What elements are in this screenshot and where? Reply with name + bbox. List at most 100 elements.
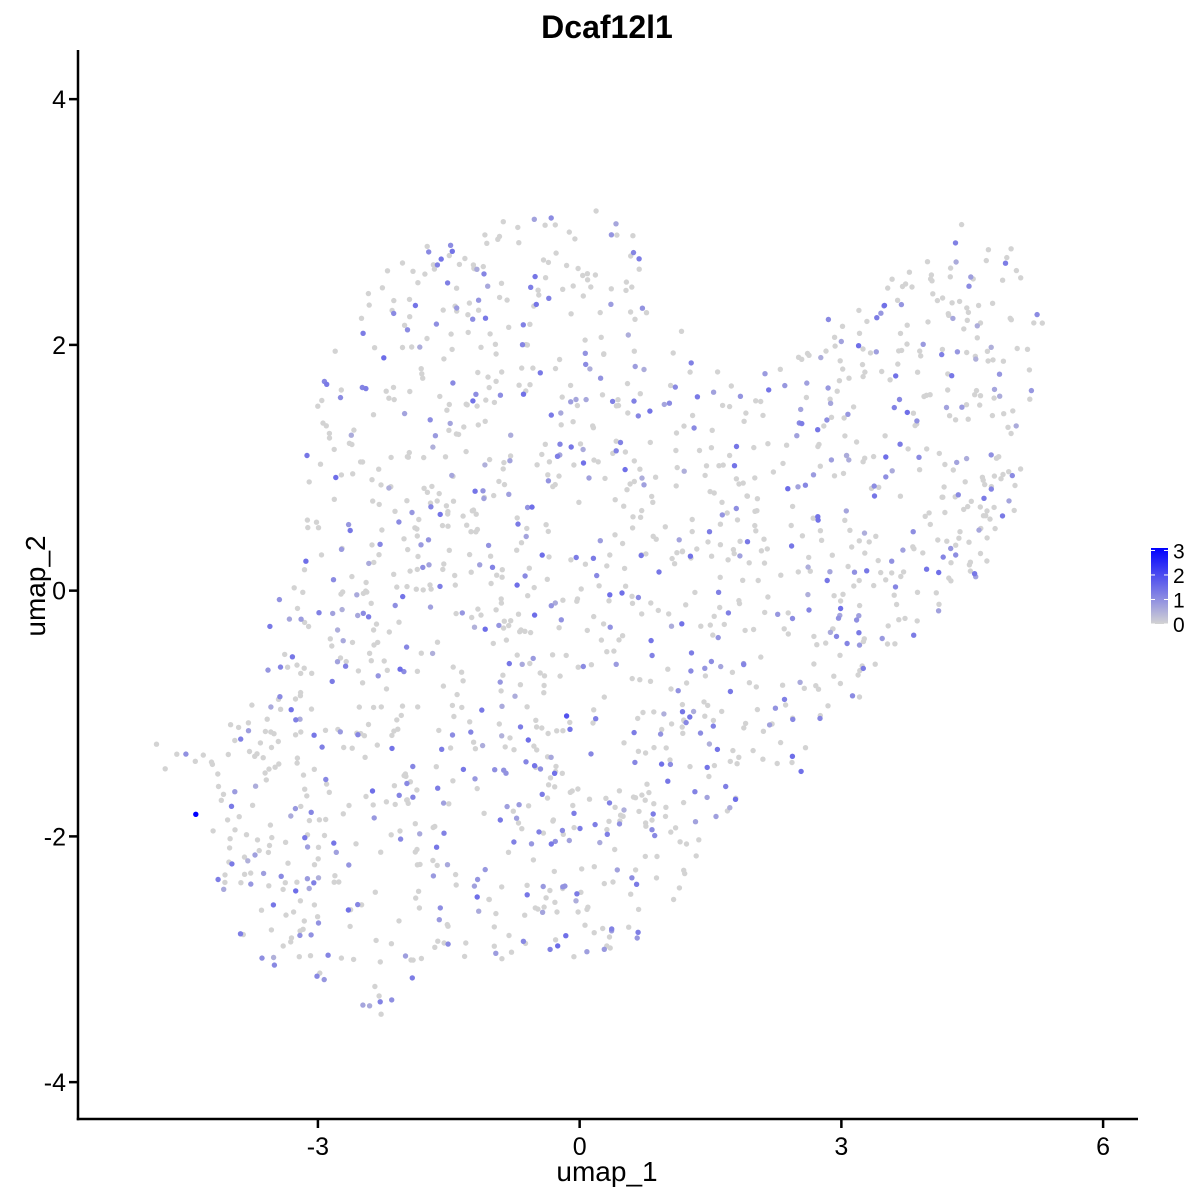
data-point xyxy=(715,589,722,595)
data-point xyxy=(611,648,617,654)
data-point xyxy=(384,667,390,673)
data-point xyxy=(218,797,224,803)
data-point xyxy=(501,459,507,466)
data-point xyxy=(650,533,656,539)
data-point xyxy=(542,441,548,447)
data-point xyxy=(222,879,228,886)
data-point xyxy=(856,642,863,648)
data-point xyxy=(973,387,980,394)
data-point xyxy=(673,430,680,436)
data-point xyxy=(940,494,946,500)
data-point xyxy=(635,906,642,913)
data-point xyxy=(923,566,930,572)
data-point xyxy=(591,930,597,936)
data-point xyxy=(631,398,637,404)
data-point xyxy=(445,941,451,947)
data-point xyxy=(825,385,831,391)
data-point xyxy=(504,297,510,303)
data-point xyxy=(900,547,906,553)
data-point xyxy=(610,879,616,885)
data-point xyxy=(856,330,863,336)
data-point xyxy=(266,842,273,849)
data-point xyxy=(775,611,781,617)
data-point xyxy=(347,527,353,534)
data-point xyxy=(492,341,499,347)
data-point xyxy=(774,760,780,767)
data-point xyxy=(649,493,655,500)
data-point xyxy=(348,432,354,438)
data-point xyxy=(567,726,573,732)
data-point xyxy=(418,366,424,372)
data-point xyxy=(871,483,877,489)
data-point xyxy=(327,636,333,642)
data-point xyxy=(680,730,686,736)
data-point xyxy=(788,522,794,529)
data-point xyxy=(688,360,694,366)
data-point xyxy=(437,583,443,590)
data-point xyxy=(945,311,951,317)
data-point xyxy=(321,976,327,983)
data-point xyxy=(401,322,408,328)
data-point xyxy=(831,334,838,340)
data-point xyxy=(427,604,434,610)
data-point xyxy=(479,707,485,713)
data-point xyxy=(709,427,715,433)
data-point xyxy=(910,544,916,550)
data-point xyxy=(560,597,566,603)
data-point xyxy=(474,894,480,900)
data-point xyxy=(554,728,560,734)
data-point xyxy=(501,618,507,624)
data-point xyxy=(453,285,460,291)
data-point xyxy=(252,753,258,759)
data-point xyxy=(410,268,416,274)
data-point xyxy=(805,564,811,570)
data-point xyxy=(294,662,300,668)
data-point xyxy=(910,529,916,535)
chart-title: Dcaf12l1 xyxy=(541,9,673,45)
data-point xyxy=(571,462,577,468)
data-point xyxy=(702,472,708,479)
data-point xyxy=(427,582,433,588)
data-point xyxy=(804,380,810,386)
data-point xyxy=(573,396,579,403)
data-point xyxy=(516,802,522,808)
data-point xyxy=(613,661,619,667)
data-point xyxy=(406,296,413,303)
data-point xyxy=(882,433,888,439)
data-point xyxy=(325,952,331,958)
data-point xyxy=(856,613,862,619)
data-point xyxy=(934,297,941,304)
data-point xyxy=(755,577,761,584)
data-point xyxy=(417,344,423,350)
data-point xyxy=(461,953,468,960)
data-point xyxy=(349,639,356,646)
data-point xyxy=(580,663,586,670)
data-point xyxy=(687,714,693,720)
data-point xyxy=(687,369,693,375)
data-point xyxy=(183,751,189,757)
data-point xyxy=(555,943,561,949)
data-point xyxy=(741,418,747,424)
data-point xyxy=(597,839,603,846)
data-point xyxy=(377,959,383,965)
data-point xyxy=(456,261,463,268)
data-point xyxy=(925,319,931,325)
data-point xyxy=(609,926,615,932)
data-point xyxy=(375,673,381,679)
data-point xyxy=(1026,367,1033,373)
data-point xyxy=(614,232,620,238)
data-point xyxy=(556,625,562,631)
data-point xyxy=(558,410,564,416)
data-point xyxy=(623,287,629,294)
data-point xyxy=(404,583,410,590)
data-point xyxy=(974,323,980,329)
data-point xyxy=(527,660,533,667)
data-point xyxy=(727,758,733,765)
data-point xyxy=(254,837,261,843)
data-point xyxy=(1039,320,1046,326)
data-point xyxy=(630,514,636,520)
data-point xyxy=(268,729,274,735)
data-point xyxy=(552,481,558,488)
data-point xyxy=(726,452,733,459)
data-point xyxy=(837,652,843,658)
